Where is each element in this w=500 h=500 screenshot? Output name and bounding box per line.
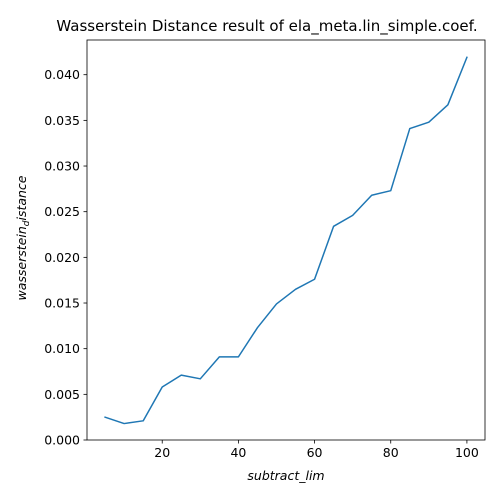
y-tick-label: 0.015 [44,296,80,311]
y-axis-label: wassersteindistance [14,175,32,300]
x-tick-label: 60 [307,445,323,460]
y-tick-label: 0.005 [44,387,80,402]
y-tick-label: 0.020 [44,250,80,265]
y-axis-label-subscript: d [22,220,32,226]
plot-area: 20 40 60 80 100 0.000 0.005 0.010 0.015 0.020 0.02… [44,39,486,460]
x-tick-label: 80 [383,445,399,460]
chart-title: Wasserstein Distance result of ela_meta.… [56,17,477,36]
y-axis-label-tail: istance [14,175,29,220]
y-tick-label: 0.040 [44,67,80,82]
plot-frame [86,39,486,441]
y-tick-label: 0.035 [44,113,80,128]
y-tick-label: 0.025 [44,204,80,219]
x-tick-label: 100 [455,445,479,460]
x-tick-label: 40 [230,445,246,460]
y-tick-label: 0.030 [44,159,80,174]
series-line-0 [104,56,468,425]
y-axis-label-main: wasserstein [14,226,29,300]
x-tick-label: 20 [154,445,170,460]
y-tick-label: 0.010 [44,341,80,356]
x-axis-label: subtract_lim [247,468,324,483]
y-tick-label: 0.000 [44,433,80,448]
